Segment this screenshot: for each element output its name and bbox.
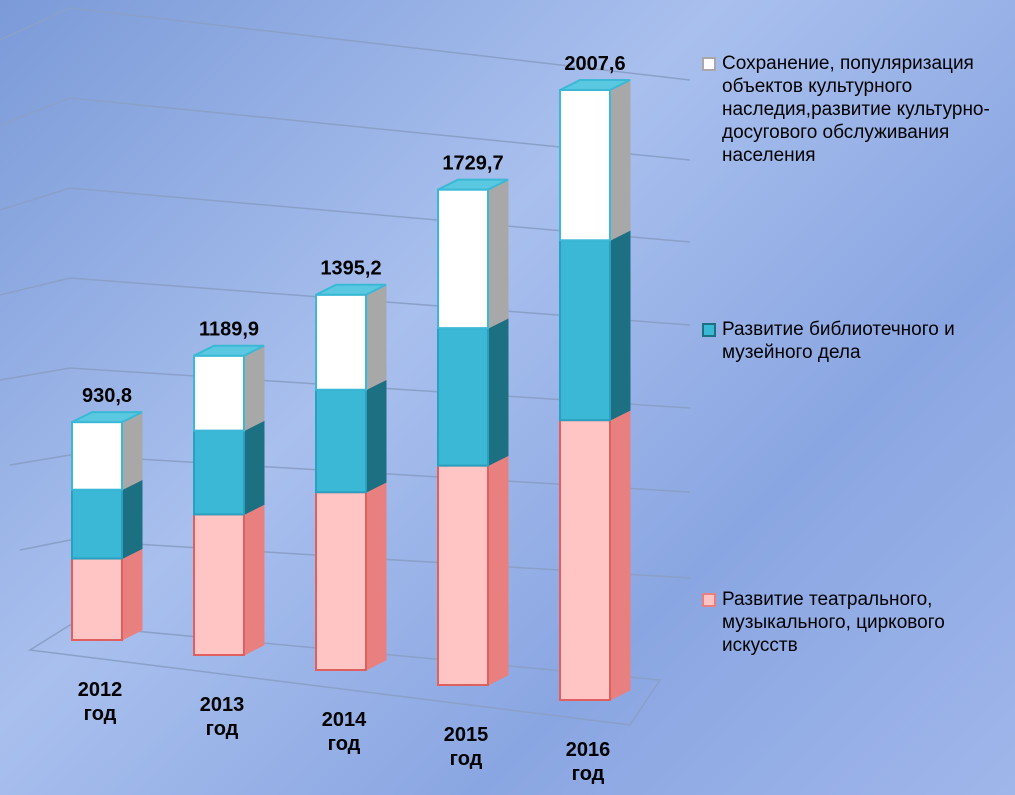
bar-side xyxy=(487,178,509,329)
grid-line xyxy=(0,97,691,161)
bar-side xyxy=(243,419,265,516)
bar-side xyxy=(243,344,265,432)
bar xyxy=(437,327,489,467)
legend-label: Развитие театрального, музыкального, цир… xyxy=(702,588,1012,657)
bar-side xyxy=(609,229,631,421)
bar xyxy=(559,239,611,422)
total-label: 1395,2 xyxy=(320,258,381,280)
bar xyxy=(193,354,245,432)
bar-side xyxy=(365,283,387,391)
bar xyxy=(71,557,123,642)
bar-side xyxy=(609,79,631,242)
bar-top xyxy=(315,283,387,296)
floor xyxy=(27,624,662,726)
x-tick-label: 2014 год xyxy=(321,709,367,755)
bar xyxy=(559,419,611,701)
total-label: 930,8 xyxy=(82,385,132,407)
bar-side xyxy=(243,503,265,656)
bar xyxy=(315,491,367,672)
legend-label: Сохранение, популяризация объектов культ… xyxy=(702,52,1012,167)
legend-swatch xyxy=(702,57,716,71)
bar xyxy=(559,89,611,242)
bar-side xyxy=(609,409,631,701)
bar xyxy=(193,513,245,657)
bar-side xyxy=(121,411,143,491)
legend-swatch xyxy=(702,593,716,607)
bar-side xyxy=(487,454,509,686)
legend-label: Развитие библиотечного и музейного дела xyxy=(702,318,1012,364)
bar-side xyxy=(365,378,387,494)
bar xyxy=(193,429,245,516)
grid-line xyxy=(0,7,691,81)
bar-side xyxy=(121,478,143,560)
grid xyxy=(0,7,691,726)
bar xyxy=(315,388,367,494)
bar-top xyxy=(559,79,631,91)
total-label: 1729,7 xyxy=(442,153,503,175)
x-tick-label: 2013 год xyxy=(199,694,245,740)
x-tick-label: 2012 год xyxy=(77,679,123,725)
bar xyxy=(437,188,489,330)
bar-side xyxy=(121,547,143,641)
bar xyxy=(71,421,123,491)
total-label: 2007,6 xyxy=(564,53,625,75)
bar xyxy=(71,488,123,560)
bar-side xyxy=(365,481,387,671)
bar-side xyxy=(487,317,509,467)
bar-top xyxy=(437,178,509,191)
total-label: 1189,9 xyxy=(199,319,259,341)
bar xyxy=(315,293,367,391)
legend-swatch xyxy=(702,323,716,337)
bar-top xyxy=(193,344,265,357)
bar xyxy=(437,464,489,686)
x-tick-label: 2015 год xyxy=(443,724,489,770)
x-tick-label: 2016 год xyxy=(565,739,611,785)
bar-top xyxy=(71,411,143,424)
